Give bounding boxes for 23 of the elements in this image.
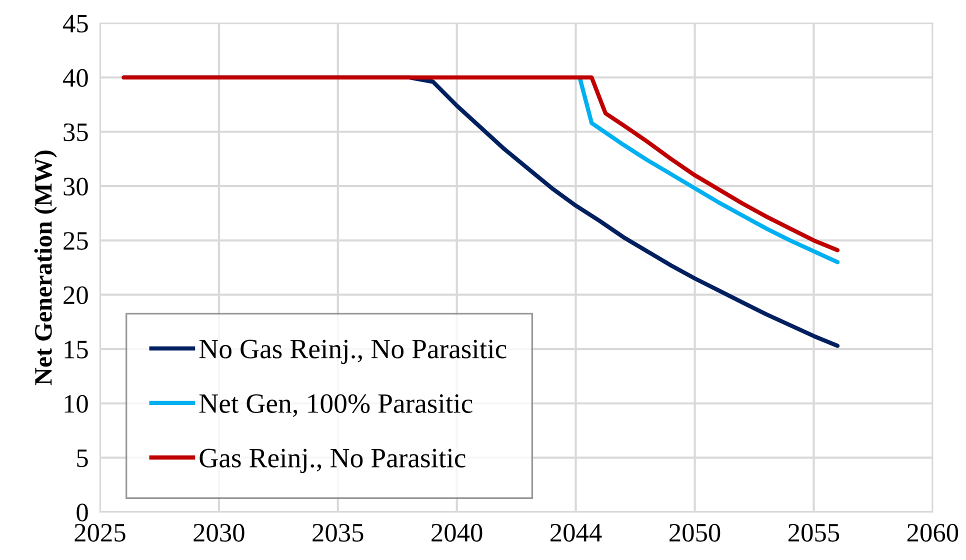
x-tick-label: 2055: [788, 524, 840, 542]
y-axis-title: Net Generation (MW): [34, 150, 57, 386]
y-tick-label: 10: [64, 394, 88, 413]
y-tick-label: 40: [62, 69, 88, 87]
y-tick-label: 30: [64, 178, 88, 196]
y-tick-label: 5: [77, 450, 88, 468]
x-tick-label: 2044: [550, 524, 602, 542]
x-tick-label: 2060: [907, 524, 958, 542]
y-tick-label: 45: [62, 14, 88, 33]
y-tick-label: 35: [64, 123, 88, 142]
line-series: [122, 75, 840, 252]
x-tick-label: 2050: [670, 524, 720, 542]
y-tick-label: 0: [76, 504, 88, 522]
x-tick-label: 2030: [194, 524, 244, 542]
x-tick-label: 2025: [74, 524, 126, 542]
y-tick-label: 25: [64, 232, 88, 250]
legend-label: No Gas Reinj., No Parasitic: [199, 340, 506, 364]
legend-label: Gas Reinj., No Parasitic: [200, 448, 466, 474]
legend-label: Net Gen, 100% Parasitic: [199, 394, 472, 417]
x-tick-label: 2035: [312, 524, 364, 542]
y-tick-label: 20: [64, 286, 88, 304]
x-tick-label: 2040: [432, 524, 482, 542]
y-tick-label: 15: [64, 340, 88, 358]
